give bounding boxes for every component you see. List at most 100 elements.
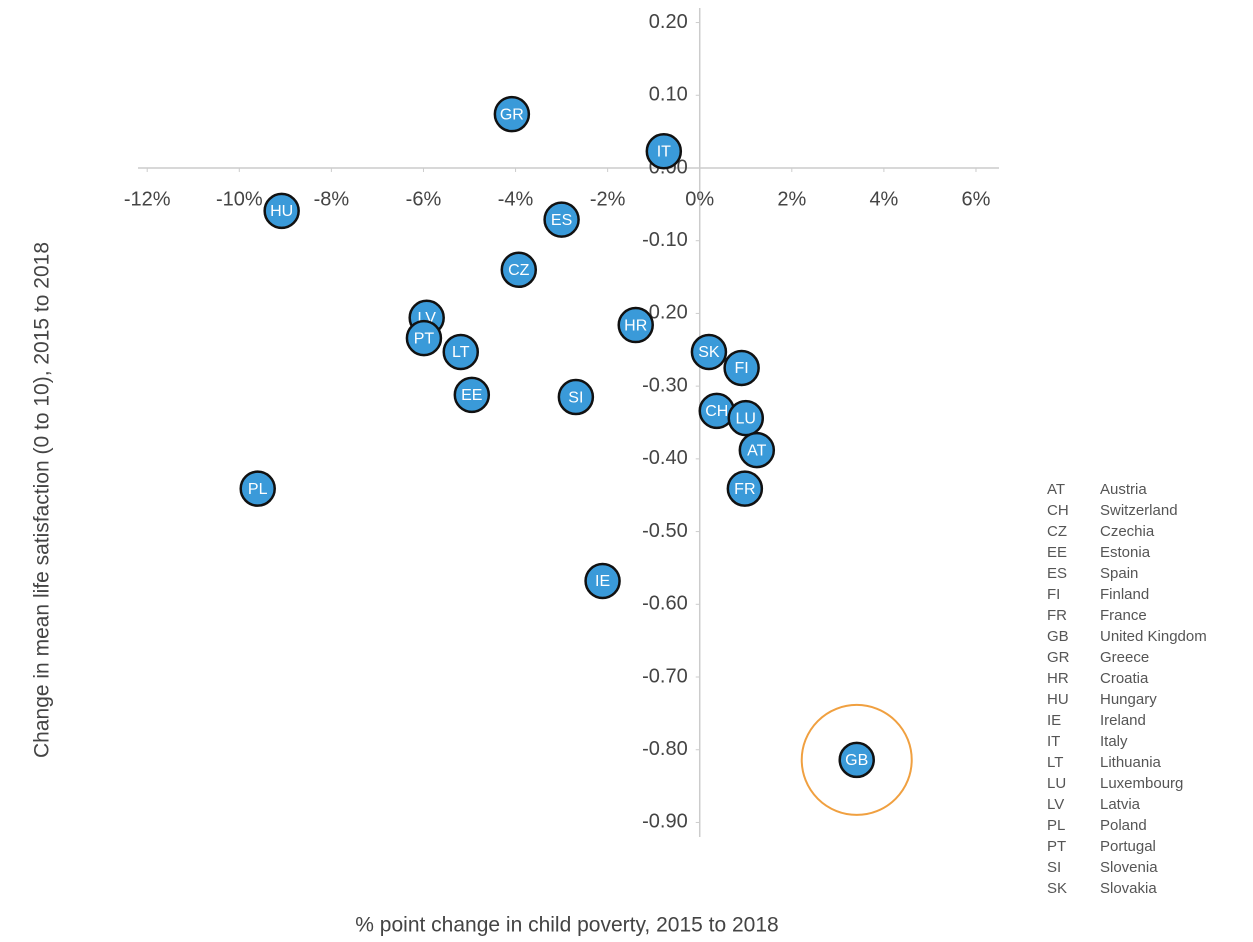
y-tick-label: -0.80 — [642, 738, 688, 760]
legend-name: France — [1100, 607, 1147, 624]
legend-code: PT — [1047, 838, 1066, 855]
point — [727, 399, 765, 437]
point-label: PL — [248, 481, 268, 498]
point-label: CH — [705, 403, 728, 420]
y-axis-label: Change in mean life satisfaction (0 to 1… — [31, 242, 54, 758]
legend-name: Austria — [1100, 481, 1147, 498]
legend-code: EE — [1047, 544, 1067, 561]
legend-code: SI — [1047, 859, 1061, 876]
legend-name: Hungary — [1100, 691, 1157, 708]
point — [738, 431, 776, 469]
legend-name: Luxembourg — [1100, 775, 1183, 792]
legend-code: LU — [1047, 775, 1066, 792]
point-label: SK — [698, 344, 720, 361]
x-tick-label: -2% — [590, 188, 626, 210]
legend-code: LT — [1047, 754, 1063, 771]
y-tick-label: 0.10 — [649, 84, 688, 106]
point-label: GB — [845, 752, 868, 769]
y-tick-label: 0.20 — [649, 11, 688, 33]
point — [617, 306, 654, 344]
legend-name: Poland — [1100, 817, 1147, 834]
legend-name: Slovenia — [1100, 859, 1158, 876]
point-label: HR — [624, 317, 647, 334]
point-label: ES — [551, 212, 572, 229]
point — [726, 470, 764, 507]
point-label: FR — [734, 481, 755, 498]
legend-name: Italy — [1100, 733, 1128, 750]
legend-name: Greece — [1100, 649, 1149, 666]
point-label: LU — [736, 410, 756, 427]
point-label: GR — [500, 106, 524, 123]
point — [442, 333, 480, 371]
point-label: PT — [414, 330, 435, 347]
y-tick-label: -0.70 — [642, 665, 688, 687]
legend-name: Spain — [1100, 565, 1138, 582]
legend-name: Croatia — [1100, 670, 1149, 687]
point-label: CZ — [508, 262, 530, 279]
legend-code: IE — [1047, 712, 1061, 729]
point — [838, 741, 875, 779]
legend-name: Finland — [1100, 586, 1149, 603]
y-tick-label: -0.60 — [642, 593, 688, 615]
y-tick-label: -0.10 — [642, 229, 688, 251]
legend-code: HU — [1047, 691, 1069, 708]
legend-name: Czechia — [1100, 523, 1155, 540]
point-label: SI — [568, 389, 583, 406]
point-label: IT — [657, 143, 671, 160]
legend-code: AT — [1047, 481, 1065, 498]
legend-code: IT — [1047, 733, 1060, 750]
legend-name: Portugal — [1100, 838, 1156, 855]
point — [584, 562, 621, 600]
legend-code: GR — [1047, 649, 1070, 666]
y-tick-label: -0.20 — [642, 302, 688, 324]
x-tick-label: -6% — [406, 188, 442, 210]
legend-code: FI — [1047, 586, 1060, 603]
legend-code: HR — [1047, 670, 1069, 687]
point — [493, 95, 531, 133]
x-axis-label: % point change in child poverty, 2015 to… — [355, 914, 778, 937]
point-label: HU — [270, 203, 293, 220]
x-tick-label: -8% — [314, 188, 350, 210]
legend-code: ES — [1047, 565, 1067, 582]
point — [453, 376, 491, 414]
point — [500, 251, 538, 289]
legend-name: Latvia — [1100, 796, 1141, 813]
point-label: IE — [595, 573, 610, 590]
point — [543, 201, 580, 238]
x-tick-label: 4% — [869, 188, 898, 210]
legend-name: Lithuania — [1100, 754, 1162, 771]
legend-code: CZ — [1047, 523, 1067, 540]
legend-code: GB — [1047, 628, 1069, 645]
point-label: EE — [461, 387, 482, 404]
x-tick-label: 2% — [777, 188, 806, 210]
legend-name: Slovakia — [1100, 880, 1157, 897]
point — [239, 470, 276, 507]
legend-name: United Kingdom — [1100, 628, 1207, 645]
point-label: FI — [735, 360, 749, 377]
point-label: AT — [747, 442, 766, 459]
legend-code: SK — [1047, 880, 1067, 897]
point-label: LT — [452, 344, 470, 361]
y-tick-label: -0.50 — [642, 520, 688, 542]
x-tick-label: -4% — [498, 188, 534, 210]
legend-code: LV — [1047, 796, 1064, 813]
point — [690, 333, 728, 371]
legend-code: PL — [1047, 817, 1065, 834]
point — [723, 349, 760, 387]
legend-name: Switzerland — [1100, 502, 1178, 519]
y-tick-label: -0.40 — [642, 447, 688, 469]
legend-code: CH — [1047, 502, 1069, 519]
y-tick-label: -0.30 — [642, 374, 688, 396]
point — [263, 192, 300, 230]
highlight-ring — [800, 703, 913, 816]
legend-code: FR — [1047, 607, 1067, 624]
point — [557, 378, 595, 416]
x-tick-label: 0% — [685, 188, 714, 210]
point — [405, 319, 443, 357]
legend-name: Ireland — [1100, 712, 1146, 729]
point — [645, 133, 683, 170]
x-tick-label: 6% — [962, 188, 991, 210]
legend-name: Estonia — [1100, 544, 1151, 561]
x-tick-label: -10% — [216, 188, 263, 210]
